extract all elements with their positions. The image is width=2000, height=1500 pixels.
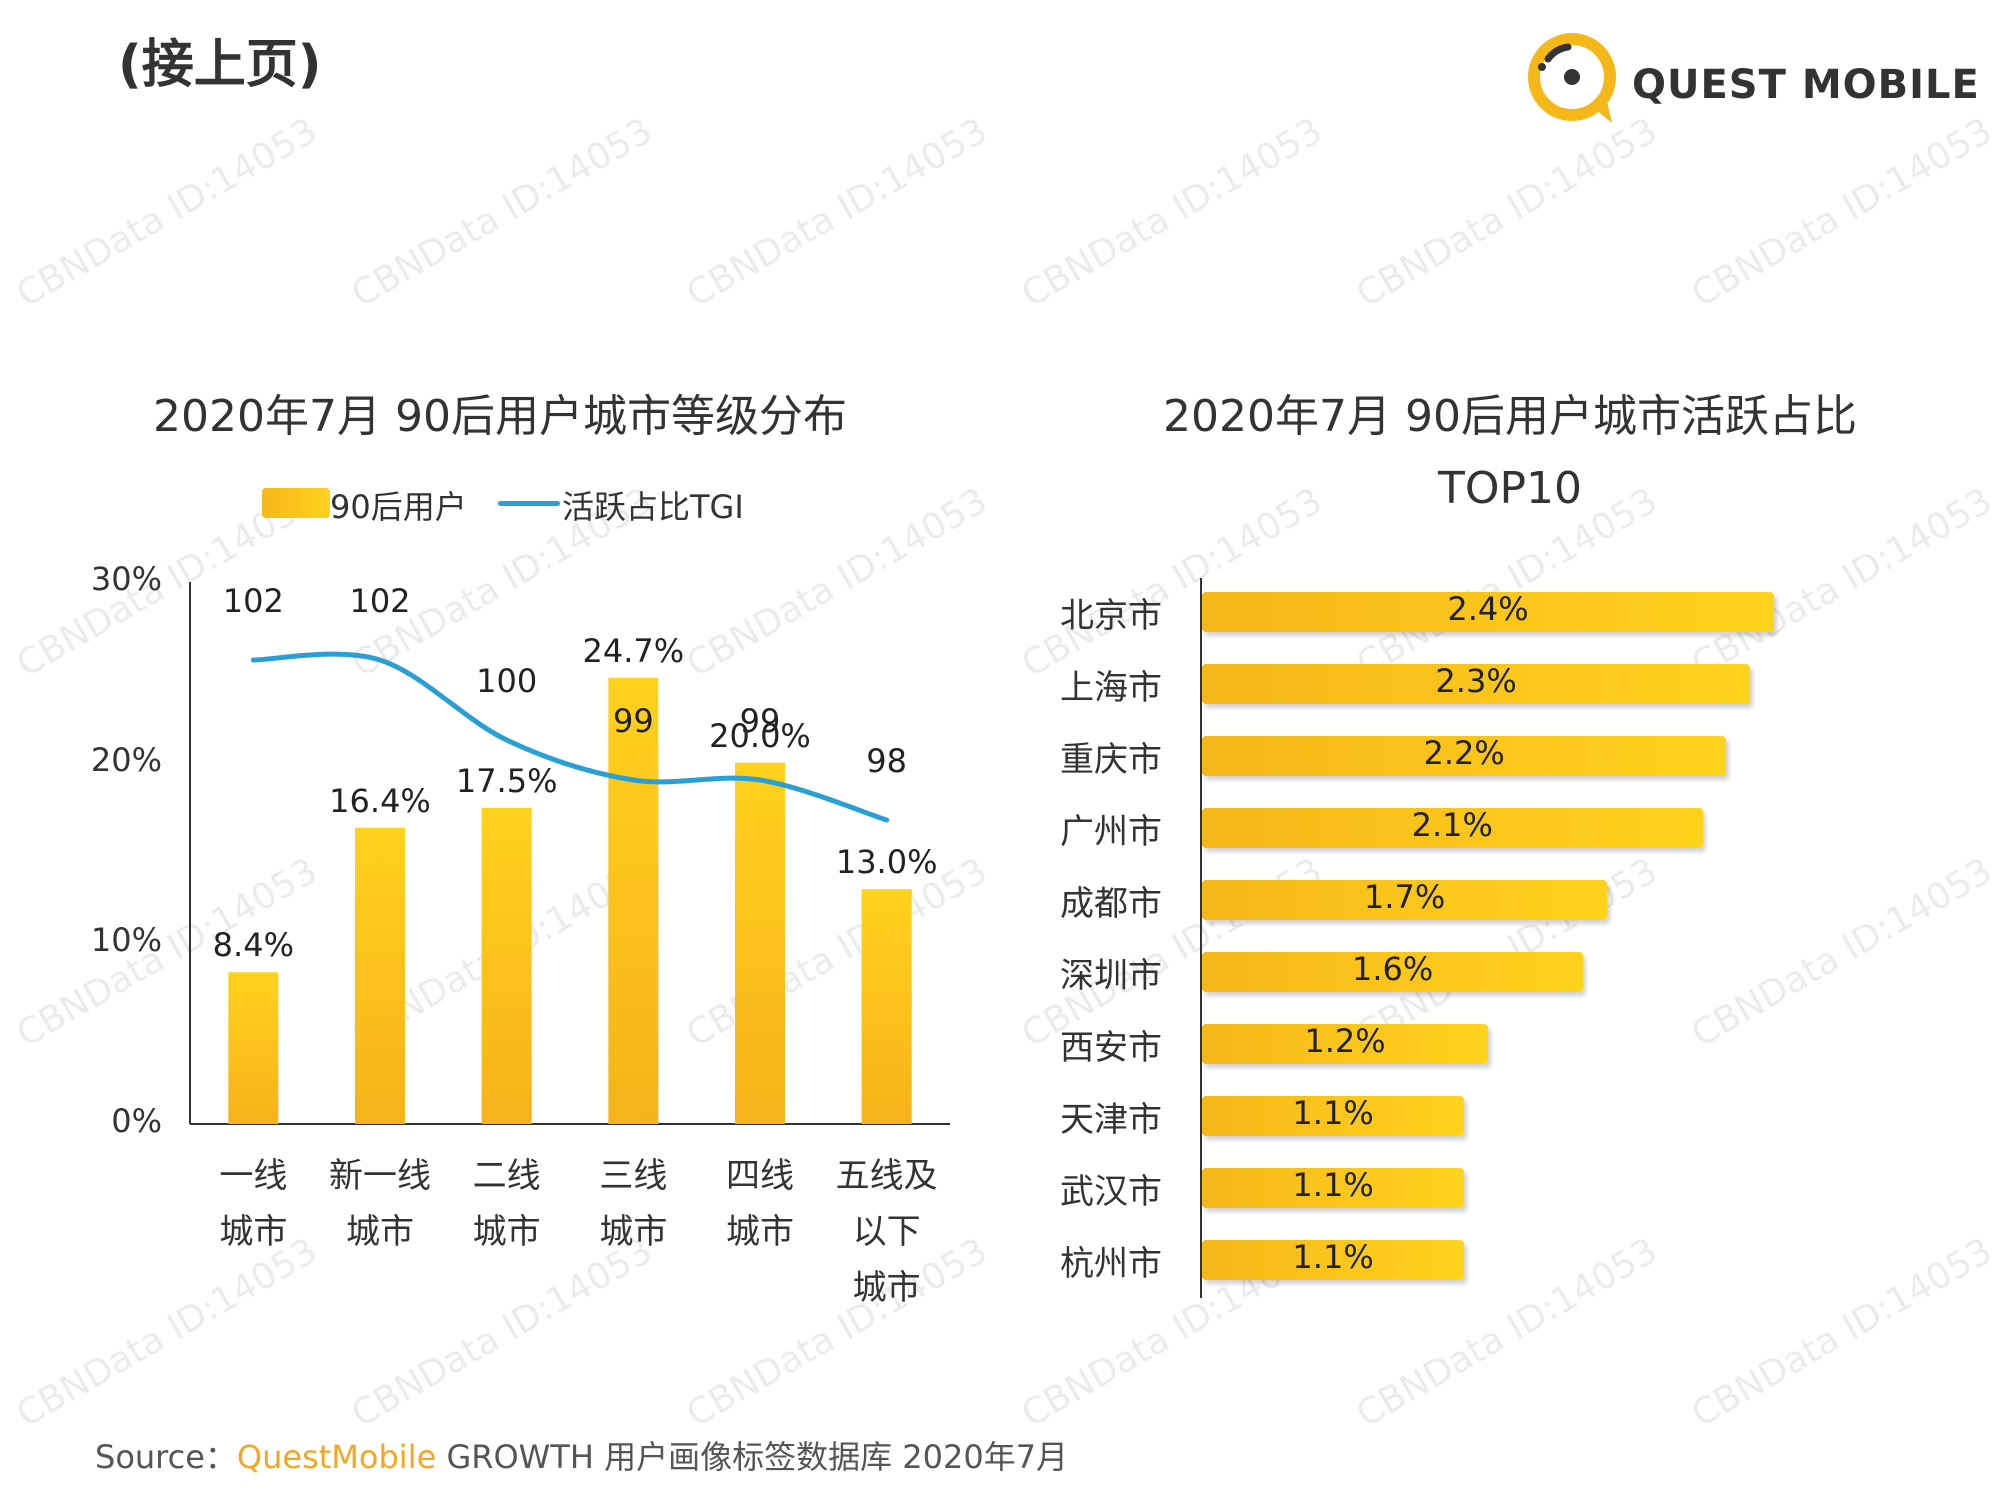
x-category-label: 新一线: [329, 1156, 431, 1196]
city-bar-value-label: 2.1%: [1411, 806, 1493, 844]
bar-value-label: 20.0%: [709, 716, 811, 755]
city-bar-value-label: 1.6%: [1352, 950, 1434, 988]
city-label: 武汉市: [1060, 1172, 1162, 1212]
city-label: 广州市: [1060, 812, 1162, 852]
questmobile-logo-icon: [1528, 33, 1616, 123]
source-note: Source：QuestMobile GROWTH 用户画像标签数据库 2020…: [95, 1432, 1068, 1478]
city-label: 杭州市: [1060, 1244, 1162, 1284]
city-bar-value-label: 1.1%: [1292, 1166, 1374, 1204]
bar-value-label: 24.7%: [582, 631, 685, 670]
y-tick-label: 0%: [111, 1102, 162, 1140]
bar-value-label: 13.0%: [835, 843, 938, 882]
source-brand: QuestMobile: [236, 1438, 437, 1476]
city-bar-value-label: 1.1%: [1292, 1094, 1374, 1132]
city-label: 成都市: [1060, 884, 1162, 924]
tgi-value-label: 102: [349, 582, 411, 620]
x-category-label: 以下: [852, 1212, 921, 1252]
left-chart-title: 2020年7月 90后用户城市等级分布: [153, 391, 847, 442]
city-bar-value-label: 2.4%: [1447, 590, 1529, 628]
city-bar: [1202, 880, 1608, 920]
city-label: 北京市: [1060, 596, 1162, 636]
right-chart-title: 2020年7月 90后用户城市活跃占比: [1163, 391, 1857, 442]
x-category-label: 城市: [726, 1212, 794, 1252]
tgi-value-label: 99: [739, 702, 781, 740]
city-bar: [1202, 1240, 1465, 1280]
city-bar: [1202, 1024, 1488, 1064]
x-category-label: 城市: [219, 1212, 288, 1252]
x-category-label: 城市: [346, 1212, 414, 1252]
bar-90s-users: [228, 972, 279, 1124]
bar-90s-users: [735, 762, 785, 1124]
legend-item-line: [498, 501, 560, 506]
tgi-value-label: 99: [612, 702, 654, 740]
x-category-label: 城市: [852, 1268, 921, 1308]
bar-90s-users: [355, 827, 405, 1124]
city-bar-value-label: 1.1%: [1292, 1238, 1374, 1276]
city-bar: [1202, 1096, 1465, 1136]
bar-90s-users: [608, 677, 659, 1124]
city-label: 天津市: [1060, 1100, 1162, 1140]
right-chart-y-axis: [1200, 578, 1202, 1298]
bar-value-label: 8.4%: [212, 926, 294, 965]
city-bar-value-label: 2.3%: [1435, 662, 1517, 700]
bar-90s-users: [861, 889, 912, 1124]
city-bar-value-label: 1.2%: [1304, 1022, 1386, 1060]
left-chart-plot: [189, 582, 950, 1125]
legend-swatch-bar: [262, 488, 330, 518]
y-tick-label: 30%: [90, 560, 162, 598]
x-category-label: 四线: [726, 1156, 794, 1196]
tgi-line: [250, 651, 890, 823]
tgi-value-label: 102: [222, 582, 284, 620]
city-bar-value-label: 2.2%: [1423, 734, 1505, 772]
bar-90s-users: [481, 807, 532, 1124]
city-bar: [1202, 664, 1751, 704]
y-tick-label: 10%: [90, 921, 162, 960]
y-tick-label: 20%: [90, 740, 162, 779]
tgi-value-label: 98: [866, 742, 908, 780]
city-label: 重庆市: [1060, 740, 1162, 780]
city-bar: [1202, 736, 1727, 776]
city-bar-value-label: 1.7%: [1363, 878, 1446, 916]
city-label: 深圳市: [1060, 956, 1162, 996]
city-bar: [1202, 1168, 1465, 1208]
legend-item-bar: [262, 488, 330, 518]
x-category-label: 二线: [472, 1156, 541, 1196]
city-label: 上海市: [1060, 668, 1162, 708]
city-label: 西安市: [1060, 1028, 1162, 1068]
x-category-label: 三线: [599, 1156, 668, 1196]
legend-label-bar: 90后用户: [330, 488, 467, 526]
tgi-value-label: 100: [476, 662, 538, 700]
source-rest: GROWTH 用户画像标签数据库 2020年7月: [436, 1438, 1069, 1476]
x-category-label: 一线: [219, 1156, 288, 1196]
source-prefix: Source：: [95, 1438, 237, 1476]
legend-swatch-line: [498, 501, 560, 506]
city-bar: [1202, 808, 1703, 848]
right-chart-subtitle: TOP10: [1437, 463, 1583, 514]
x-category-label: 五线及: [835, 1156, 938, 1196]
x-category-label: 城市: [599, 1212, 668, 1252]
city-bar: [1202, 952, 1584, 992]
bar-value-label: 16.4%: [329, 781, 431, 820]
questmobile-logo: [1520, 25, 1940, 125]
right-chart-plot: 北京市 2.4% 上海市 2.3% 重庆市 2.2% 广州市 2.1% 成都市 1.7% 深圳市 1.…: [1060, 578, 1774, 1298]
legend-label-line: 活跃占比TGI: [562, 488, 744, 526]
x-category-label: 城市: [472, 1212, 541, 1252]
page-continued-label: (接上页): [118, 35, 322, 95]
bar-value-label: 17.5%: [455, 761, 558, 800]
questmobile-logo-text: QUEST MOBILE: [1632, 62, 1980, 108]
city-bar: [1202, 592, 1774, 632]
